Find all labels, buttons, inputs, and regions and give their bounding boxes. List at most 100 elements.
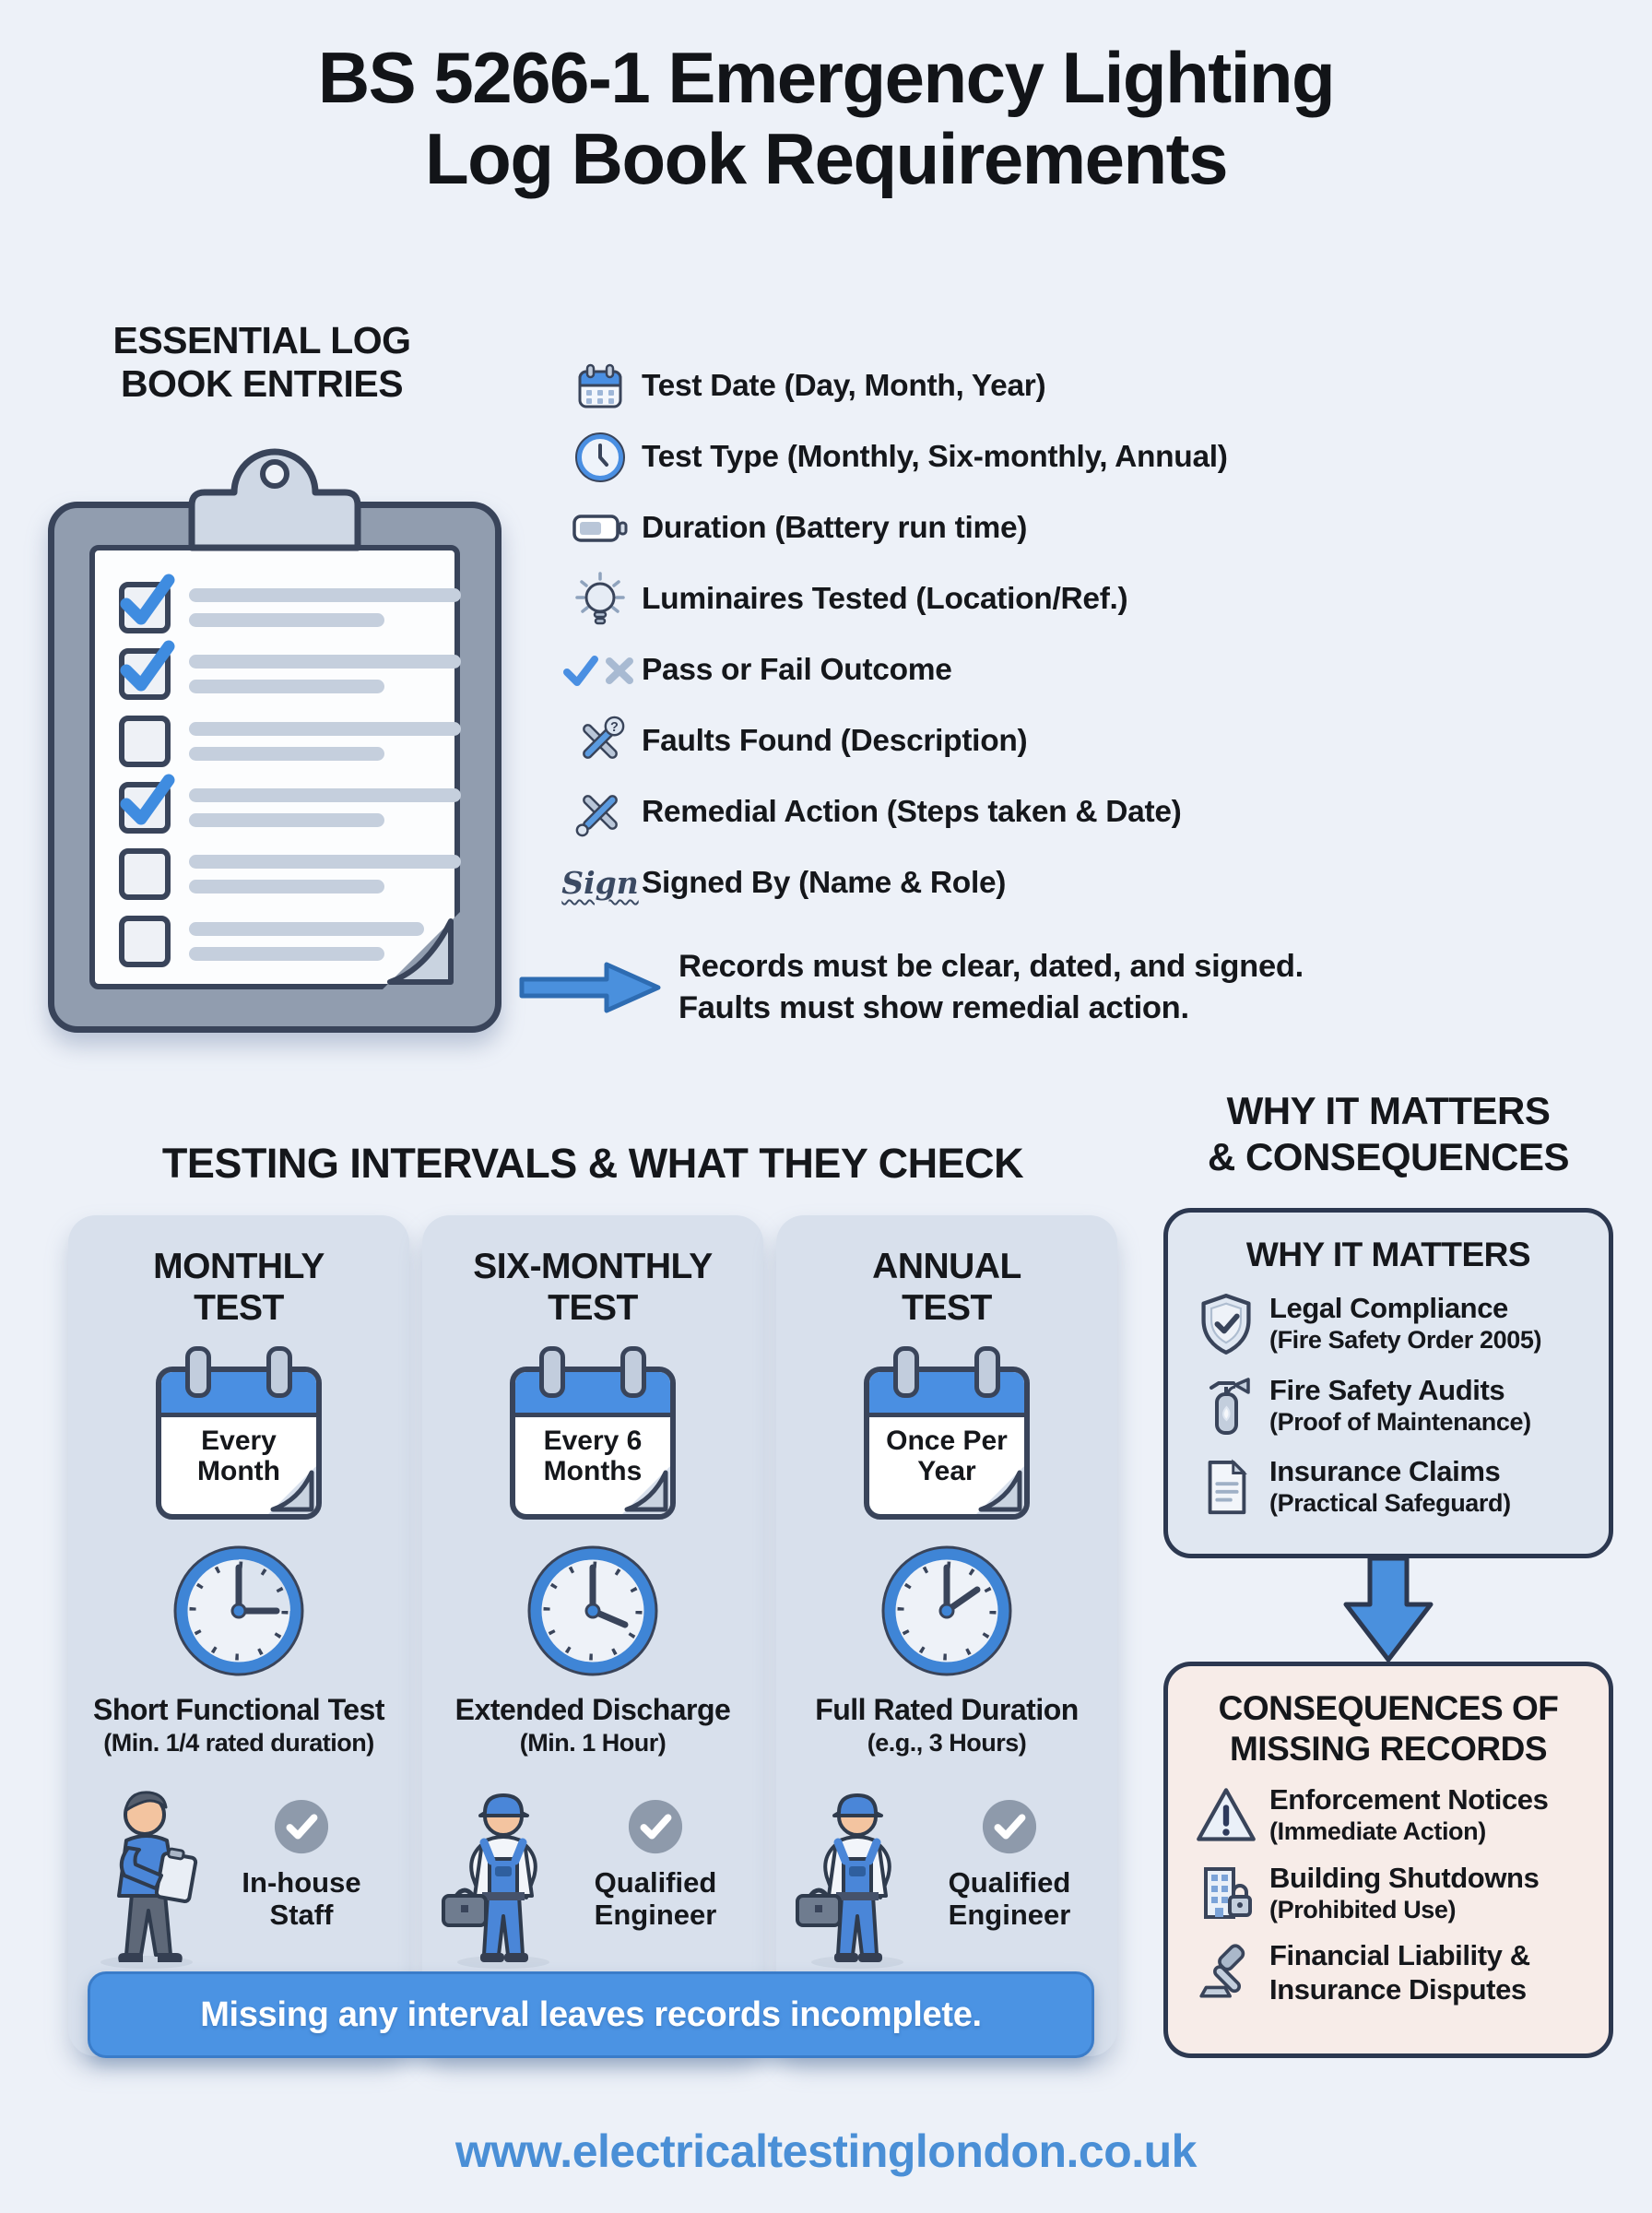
list-item: Enforcement Notices (Immediate Action)	[1190, 1784, 1609, 1846]
consequence-item-label: Building Shutdowns	[1269, 1861, 1540, 1894]
test-name: Short Functional Test	[92, 1692, 385, 1726]
calendar-illustration: Every Month	[156, 1345, 322, 1520]
six-monthly-test-card: SIX-MONTHLY TEST Every 6 Months Extended…	[422, 1215, 763, 2056]
list-item: Duration (Battery run time)	[559, 492, 1388, 563]
document-icon	[1190, 1455, 1262, 1520]
column-title: ANNUAL TEST	[872, 1247, 1021, 1328]
crossed-tools-icon	[559, 786, 642, 839]
warning-triangle-icon	[1190, 1785, 1262, 1846]
engineer-with-toolbox-illustration	[442, 1793, 549, 1969]
why-item-label: Legal Compliance	[1269, 1292, 1508, 1325]
entry-label: Duration (Battery run time)	[642, 510, 1028, 545]
clock-icon	[559, 432, 642, 483]
paper-fold	[383, 912, 460, 989]
monthly-test-card: MONTHLY TEST Every Month Short Functiona…	[68, 1215, 409, 2056]
clipboard-paper	[89, 545, 461, 989]
check-circle-icon	[274, 1799, 329, 1853]
page-title-line2: Log Book Requirements	[425, 118, 1228, 200]
staff-with-clipboard-illustration	[100, 1791, 198, 1969]
list-item: Pass or Fail Outcome	[559, 634, 1388, 705]
consequence-item-label: Enforcement Notices	[1269, 1783, 1549, 1817]
essential-entries-heading: ESSENTIAL LOG BOOK ENTRIES	[112, 319, 411, 405]
entry-label: Test Date (Day, Month, Year)	[642, 368, 1046, 403]
list-item: Financial Liability & Insurance Disputes	[1190, 1940, 1609, 2006]
performed-by-label: In-house Staff	[242, 1865, 361, 1932]
calendar-illustration: Once Per Year	[864, 1345, 1030, 1520]
checkbox-checked-icon	[119, 640, 175, 701]
right-arrow-icon	[519, 962, 661, 1013]
clock-illustration	[878, 1542, 1016, 1682]
pass-fail-icon	[559, 650, 642, 691]
consequence-item-detail: (Immediate Action)	[1269, 1817, 1486, 1846]
intervals-warning-banner: Missing any interval leaves records inco…	[88, 1971, 1094, 2058]
checklist-row	[119, 574, 461, 641]
records-note-text: Records must be clear, dated, and signed…	[678, 949, 1304, 1025]
entry-label: Signed By (Name & Role)	[642, 865, 1007, 900]
why-item-detail: (Fire Safety Order 2005)	[1269, 1325, 1542, 1354]
log-entry-list: Test Date (Day, Month, Year) Test Type (…	[559, 350, 1388, 918]
down-arrow-icon	[1343, 1556, 1434, 1663]
calendar-label: Every Month	[197, 1425, 280, 1487]
checklist-row	[119, 708, 461, 775]
checklist-row	[119, 908, 436, 975]
checklist-row	[119, 774, 461, 841]
clock-illustration	[524, 1542, 662, 1682]
shield-check-icon	[1190, 1291, 1262, 1357]
building-lock-icon	[1190, 1862, 1262, 1924]
entry-label: Luminaires Tested (Location/Ref.)	[642, 581, 1128, 616]
why-item-detail: (Practical Safeguard)	[1269, 1488, 1511, 1517]
test-name: Full Rated Duration	[815, 1692, 1079, 1726]
list-item: Insurance Claims (Practical Safeguard)	[1190, 1455, 1609, 1520]
checklist-row	[119, 640, 461, 707]
entry-label: Faults Found (Description)	[642, 723, 1028, 758]
clipboard-illustration	[48, 432, 502, 1033]
entry-label: Remedial Action (Steps taken & Date)	[642, 794, 1182, 829]
records-note: Records must be clear, dated, and signed…	[516, 946, 1304, 1029]
engineer-with-toolbox-illustration	[796, 1793, 903, 1969]
consequence-item-detail: (Prohibited Use)	[1269, 1895, 1457, 1923]
checkbox-checked-icon	[119, 774, 175, 834]
clock-illustration	[170, 1542, 308, 1682]
consequence-item-label: Financial Liability &	[1269, 1939, 1530, 1972]
checkbox-checked-icon	[119, 574, 175, 634]
list-item: Legal Compliance (Fire Safety Order 2005…	[1190, 1291, 1609, 1357]
column-title: SIX-MONTHLY TEST	[473, 1247, 713, 1328]
why-item-label: Fire Safety Audits	[1269, 1374, 1505, 1407]
check-circle-icon	[628, 1799, 683, 1853]
list-item: Fire Safety Audits (Proof of Maintenance…	[1190, 1373, 1609, 1439]
checklist	[119, 574, 461, 975]
tools-question-icon: ?	[559, 715, 642, 768]
consequence-item-detail: Insurance Disputes	[1269, 1973, 1527, 2006]
calendar-label: Every 6 Months	[543, 1425, 643, 1487]
list-item: Building Shutdowns (Prohibited Use)	[1190, 1862, 1609, 1924]
test-name: Extended Discharge	[454, 1692, 731, 1726]
calendar-label: Once Per Year	[886, 1425, 1008, 1487]
check-circle-icon	[982, 1799, 1037, 1853]
entry-label: Pass or Fail Outcome	[642, 652, 952, 687]
fire-extinguisher-icon	[1190, 1373, 1262, 1439]
clipboard-clip	[188, 448, 361, 551]
list-item: Remedial Action (Steps taken & Date)	[559, 776, 1388, 847]
signature-icon: Sign	[561, 865, 639, 901]
checkbox-empty-icon	[119, 915, 171, 967]
list-item: Test Type (Monthly, Six-monthly, Annual)	[559, 421, 1388, 492]
performed-by-label: Qualified Engineer	[594, 1865, 717, 1932]
consequences-box: CONSEQUENCES OF MISSING RECORDS Enforcem…	[1163, 1662, 1613, 2058]
testing-intervals-heading: TESTING INTERVALS & WHAT THEY CHECK	[161, 1140, 1024, 1187]
list-item: Test Date (Day, Month, Year)	[559, 350, 1388, 421]
consequences-box-title: CONSEQUENCES OF MISSING RECORDS	[1218, 1689, 1559, 1768]
test-detail: (Min. 1 Hour)	[519, 1728, 667, 1757]
performed-by-label: Qualified Engineer	[948, 1865, 1071, 1932]
list-item: ? Faults Found (Description)	[559, 705, 1388, 776]
annual-test-card: ANNUAL TEST Once Per Year Full Rated Dur…	[776, 1215, 1117, 2056]
entry-label: Test Type (Monthly, Six-monthly, Annual)	[642, 439, 1228, 474]
footer-url[interactable]: www.electricaltestinglondon.co.uk	[454, 2125, 1198, 2177]
battery-icon	[559, 509, 642, 548]
checkbox-empty-icon	[119, 715, 171, 767]
gavel-icon	[1190, 1943, 1262, 2004]
why-item-detail: (Proof of Maintenance)	[1269, 1407, 1531, 1436]
test-detail: (e.g., 3 Hours)	[867, 1728, 1027, 1757]
why-box-title: WHY IT MATTERS	[1245, 1236, 1531, 1273]
lightbulb-icon	[559, 571, 642, 628]
page-title: BS 5266-1 Emergency Lighting Log Book Re…	[0, 37, 1652, 199]
